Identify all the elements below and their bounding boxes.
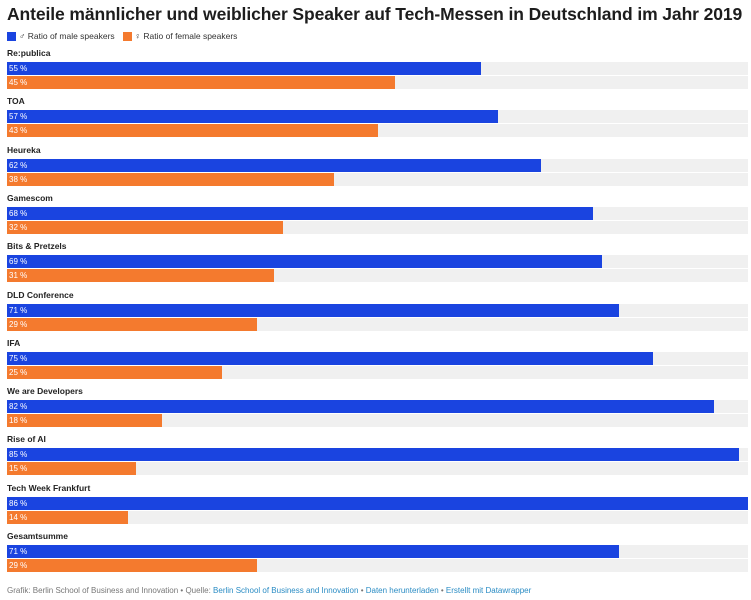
- legend-swatch-male: [7, 31, 16, 41]
- category-label: Bits & Pretzels: [7, 241, 67, 252]
- legend-item-female: ♀ Ratio of female speakers: [122, 31, 238, 41]
- bar-male: [7, 351, 654, 365]
- bar-male: [7, 110, 499, 124]
- footer-separator: •: [438, 586, 446, 595]
- value-label-male: 62 %: [9, 160, 28, 170]
- bar-female: [7, 462, 137, 476]
- bar-track: [7, 462, 748, 476]
- value-label-male: 71 %: [9, 305, 28, 315]
- bar-female: [7, 317, 257, 331]
- value-label-female: 43 %: [9, 126, 28, 136]
- bar-male: [7, 545, 619, 558]
- category-label: DLD Conference: [7, 289, 74, 300]
- bar-male: [7, 448, 740, 462]
- bar-female: [7, 124, 378, 138]
- bar-male: [7, 496, 748, 510]
- bar-female: [7, 172, 335, 186]
- value-label-female: 25 %: [9, 367, 28, 377]
- bar-female: [7, 220, 283, 234]
- category-label: Re:publica: [7, 48, 51, 58]
- datawrapper-link[interactable]: Erstellt mit Datawrapper: [445, 586, 532, 595]
- value-label-female: 31 %: [9, 271, 28, 281]
- bar-male: [7, 400, 714, 414]
- value-label-male: 86 %: [9, 498, 28, 508]
- footer-separator: •: [358, 586, 366, 595]
- value-label-female: 32 %: [9, 222, 28, 232]
- value-label-female: 29 %: [9, 561, 28, 570]
- legend-swatch-female: [122, 31, 132, 41]
- value-label-female: 29 %: [9, 319, 28, 329]
- category-label: Tech Week Frankfurt: [7, 482, 91, 493]
- download-data-link[interactable]: Daten herunterladen: [365, 586, 439, 595]
- value-label-male: 68 %: [9, 208, 28, 218]
- source-link[interactable]: Berlin School of Business and Innovation: [213, 586, 359, 595]
- category-label: We are Developers: [7, 386, 83, 397]
- value-label-male: 85 %: [9, 450, 28, 460]
- value-label-female: 18 %: [9, 416, 28, 426]
- category-label: IFA: [7, 337, 21, 348]
- footer-credit: Grafik: Berlin School of Business and In…: [7, 586, 214, 595]
- bar-male: [7, 303, 619, 317]
- legend-label-male: ♂ Ratio of male speakers: [19, 31, 115, 41]
- legend-label-female: ♀ Ratio of female speakers: [134, 31, 238, 41]
- bar-female: [7, 559, 257, 572]
- value-label-male: 71 %: [9, 547, 28, 556]
- category-label: Gesamtsumme: [7, 531, 68, 541]
- value-label-female: 15 %: [9, 464, 28, 474]
- value-label-female: 45 %: [9, 78, 28, 87]
- value-label-male: 69 %: [9, 257, 28, 267]
- category-label: Gamescom: [7, 192, 53, 203]
- value-label-male: 57 %: [9, 112, 28, 122]
- legend-item-male: ♂ Ratio of male speakers: [7, 31, 115, 41]
- bar-male: [7, 206, 593, 220]
- bar-track: [7, 414, 748, 428]
- bar-male: [7, 62, 481, 75]
- footer: Grafik: Berlin School of Business and In…: [7, 586, 531, 595]
- bar-female: [7, 510, 128, 524]
- chart-area: Re:publica 55 % 45 % TOA 57 % 43 % Heureka 62 %…: [7, 48, 748, 572]
- bar-male: [7, 158, 542, 172]
- value-label-female: 38 %: [9, 174, 28, 184]
- bar-female: [7, 76, 395, 89]
- value-label-male: 75 %: [9, 353, 28, 363]
- value-label-male: 82 %: [9, 402, 28, 412]
- category-label: TOA: [7, 96, 25, 107]
- bar-track: [7, 510, 748, 524]
- value-label-female: 14 %: [9, 512, 28, 522]
- category-label: Rise of AI: [7, 434, 46, 445]
- value-label-male: 55 %: [9, 64, 28, 73]
- bar-female: [7, 414, 163, 428]
- bar-female: [7, 269, 275, 283]
- category-label: Heureka: [7, 144, 41, 155]
- bar-female: [7, 365, 223, 379]
- bar-male: [7, 255, 602, 269]
- chart-title: Anteile männlicher und weiblicher Speake…: [7, 4, 743, 24]
- legend: ♂ Ratio of male speakers ♀ Ratio of fema…: [7, 30, 245, 42]
